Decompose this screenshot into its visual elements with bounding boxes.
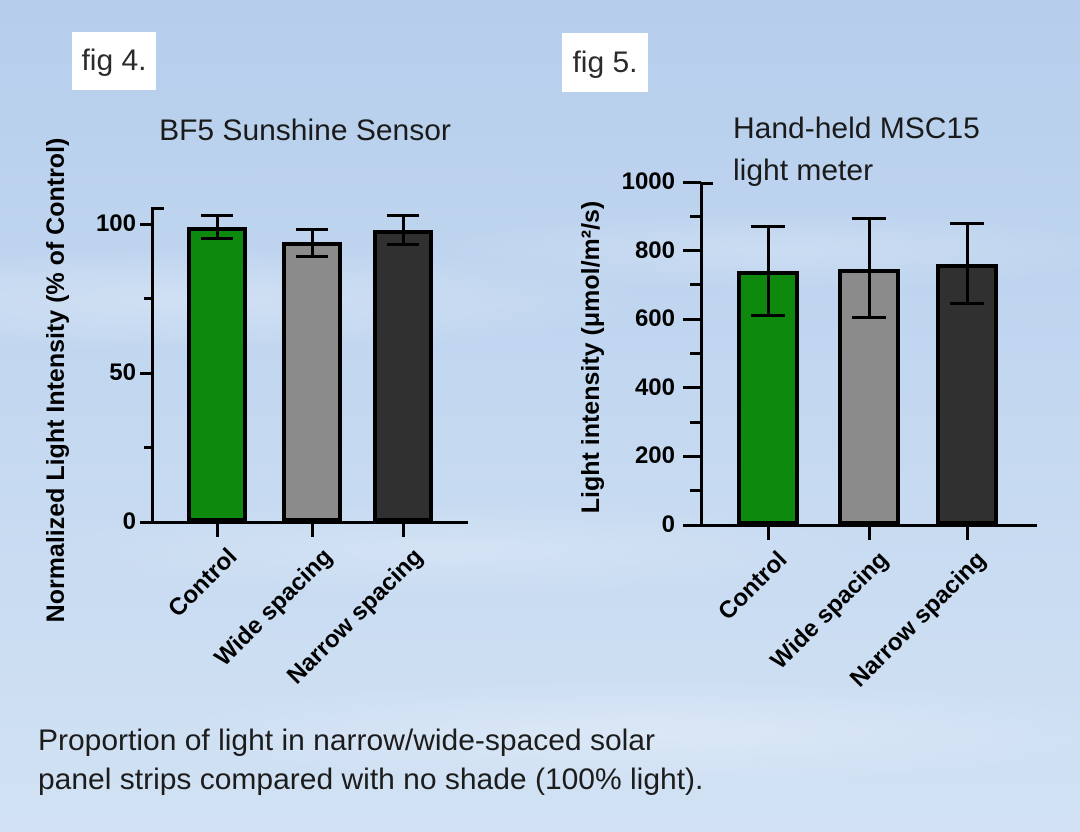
error-bar-cap-bottom-control (751, 314, 785, 318)
y-tick-label: 600 (634, 305, 675, 333)
y-tick-label: 1000 (621, 168, 675, 195)
y-axis-top-bracket (153, 207, 164, 210)
y-minor-tick (690, 489, 701, 493)
y-major-tick (140, 222, 152, 226)
error-bar-cap-bottom-narrow-spacing (950, 302, 984, 306)
x-category-label-control: Control (162, 543, 243, 623)
x-category-label-control: Control (712, 546, 793, 626)
y-major-tick (683, 454, 701, 458)
error-bar-line-control (215, 215, 219, 239)
error-bar-cap-top-wide-spacing (852, 216, 886, 220)
error-bar-cap-bottom-wide-spacing (852, 315, 886, 319)
bar-narrow-spacing (936, 264, 998, 525)
error-bar-cap-bottom-narrow-spacing (387, 243, 419, 247)
y-minor-tick (690, 352, 701, 355)
x-tick-narrow-spacing (965, 527, 969, 540)
error-bar-cap-bottom-control (201, 237, 233, 241)
error-bar-cap-bottom-wide-spacing (296, 255, 328, 259)
x-axis-line (700, 524, 1037, 527)
bar-control (187, 226, 247, 522)
y-tick-label: 50 (109, 359, 136, 386)
error-bar-line-control (766, 226, 770, 316)
y-tick-label: 200 (634, 442, 675, 470)
fig4-label: fig 4. (81, 44, 147, 77)
error-bar-line-narrow-spacing (965, 223, 969, 304)
y-axis-line (151, 207, 154, 524)
y-minor-tick (690, 283, 701, 287)
y-tick-label: 0 (661, 511, 675, 538)
bar-narrow-spacing (373, 229, 433, 522)
y-minor-tick (144, 446, 152, 449)
y-tick-label: 400 (634, 373, 675, 401)
fig4-label-box: fig 4. (72, 32, 156, 90)
error-bar-line-wide-spacing (867, 218, 871, 318)
chart1-title: BF5 Sunshine Sensor (159, 114, 451, 147)
fig5-label-box: fig 5. (562, 33, 648, 92)
x-tick-wide-spacing (867, 527, 871, 540)
x-tick-narrow-spacing (401, 524, 405, 537)
y-major-tick (683, 386, 701, 390)
error-bar-cap-top-control (751, 225, 785, 229)
y-major-tick (683, 249, 701, 253)
error-bar-cap-top-narrow-spacing (387, 213, 419, 217)
y-axis-line (700, 182, 703, 527)
chart2-title: Hand-held MSC15 light meter (733, 112, 980, 187)
y-major-tick (683, 317, 701, 321)
x-tick-control (215, 524, 219, 537)
y-major-tick (140, 371, 152, 375)
error-bar-line-wide-spacing (310, 229, 314, 257)
fig5-label: fig 5. (572, 45, 638, 79)
bar-wide-spacing (282, 241, 342, 522)
y-tick-label: 100 (95, 210, 136, 237)
error-bar-cap-top-control (201, 213, 233, 217)
y-minor-tick (690, 214, 701, 218)
error-bar-cap-top-narrow-spacing (950, 221, 984, 225)
y-major-tick (683, 180, 701, 184)
y-tick-label: 0 (122, 508, 136, 535)
figure-caption: Proportion of light in narrow/wide-space… (38, 721, 703, 799)
x-axis-line (151, 521, 468, 524)
error-bar-line-narrow-spacing (401, 215, 405, 245)
chart2-y-axis-label: Light intensity (μmol/m²/s) (576, 200, 605, 514)
y-tick-label: 800 (634, 236, 675, 264)
error-bar-cap-top-wide-spacing (296, 228, 328, 232)
y-minor-tick (144, 297, 152, 300)
y-axis-top-bracket (702, 182, 713, 185)
caption-line-2: panel strips compared with no shade (100… (38, 763, 704, 796)
x-tick-wide-spacing (310, 524, 314, 537)
y-minor-tick (690, 420, 701, 424)
y-major-tick (140, 520, 152, 524)
y-major-tick (683, 523, 701, 527)
caption-line-1: Proportion of light in narrow/wide-space… (38, 724, 655, 757)
x-tick-control (766, 527, 770, 540)
